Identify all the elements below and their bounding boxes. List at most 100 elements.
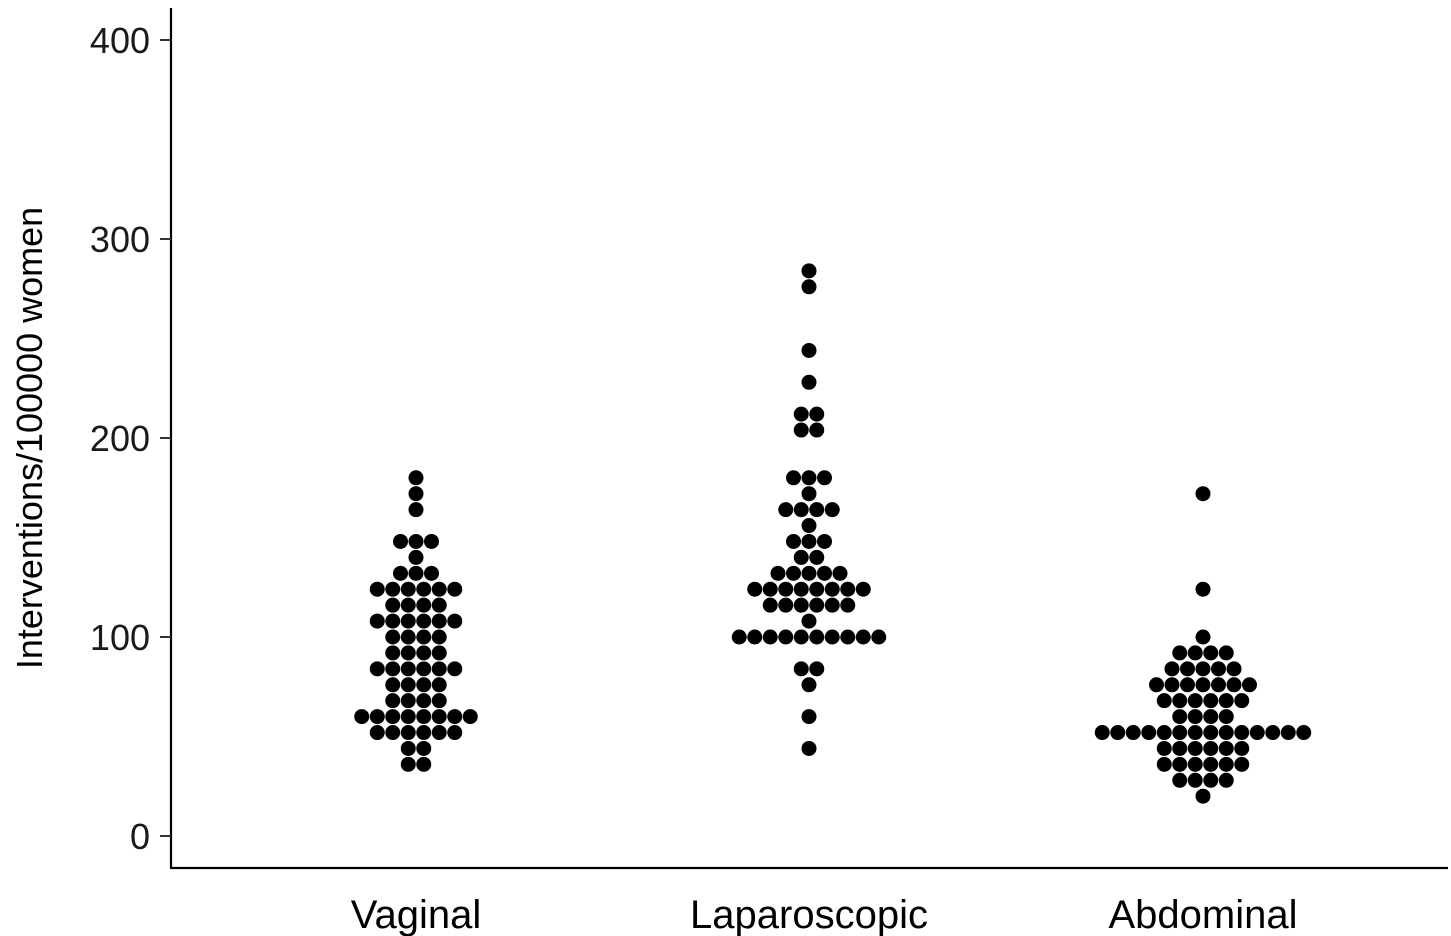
- data-point-vaginal: [369, 581, 385, 597]
- data-point-vaginal: [416, 629, 432, 645]
- data-point-vaginal: [393, 565, 408, 581]
- data-point-abdominal: [1156, 725, 1172, 741]
- data-point-vaginal: [369, 709, 385, 725]
- data-point-vaginal: [408, 565, 424, 581]
- data-point-vaginal: [447, 613, 463, 629]
- data-point-laparoscopic: [801, 486, 817, 502]
- data-point-abdominal: [1242, 677, 1257, 693]
- y-tick-label: 200: [90, 418, 150, 459]
- data-point-vaginal: [431, 645, 447, 661]
- data-point-laparoscopic: [793, 502, 809, 518]
- data-point-abdominal: [1110, 725, 1126, 741]
- data-point-laparoscopic: [809, 406, 825, 422]
- data-point-vaginal: [416, 645, 432, 661]
- data-point-abdominal: [1203, 725, 1219, 741]
- data-point-abdominal: [1195, 661, 1211, 677]
- data-point-vaginal: [431, 709, 447, 725]
- data-point-abdominal: [1218, 772, 1234, 788]
- data-point-vaginal: [400, 756, 416, 772]
- data-point-abdominal: [1164, 677, 1180, 693]
- data-point-abdominal: [1203, 645, 1219, 661]
- data-point-vaginal: [431, 677, 447, 693]
- data-point-laparoscopic: [801, 342, 817, 358]
- data-point-laparoscopic: [793, 581, 809, 597]
- data-point-abdominal: [1172, 725, 1188, 741]
- data-point-vaginal: [424, 533, 439, 549]
- data-point-vaginal: [416, 740, 432, 756]
- data-point-vaginal: [431, 613, 447, 629]
- data-point-laparoscopic: [762, 629, 778, 645]
- data-point-abdominal: [1218, 693, 1234, 709]
- data-point-abdominal: [1218, 740, 1234, 756]
- data-point-abdominal: [1218, 725, 1234, 741]
- data-point-vaginal: [447, 725, 463, 741]
- data-point-abdominal: [1125, 725, 1141, 741]
- data-point-abdominal: [1172, 709, 1188, 725]
- data-point-vaginal: [416, 725, 432, 741]
- data-point-laparoscopic: [793, 422, 809, 438]
- data-point-abdominal: [1195, 677, 1211, 693]
- data-point-laparoscopic: [786, 470, 801, 486]
- data-point-vaginal: [447, 661, 463, 677]
- data-point-laparoscopic: [801, 470, 817, 486]
- data-point-vaginal: [385, 629, 401, 645]
- data-point-vaginal: [416, 613, 432, 629]
- data-point-laparoscopic: [747, 581, 763, 597]
- data-point-abdominal: [1172, 693, 1188, 709]
- data-point-laparoscopic: [817, 565, 832, 581]
- data-point-vaginal: [385, 677, 401, 693]
- y-tick-label: 400: [90, 20, 150, 61]
- data-point-laparoscopic: [793, 629, 809, 645]
- data-point-laparoscopic: [817, 470, 832, 486]
- data-point-laparoscopic: [801, 374, 817, 390]
- y-axis-ticks: 0 100 200 300 400: [90, 20, 171, 857]
- y-tick-label: 0: [130, 816, 150, 857]
- x-category-label: Abdominal: [1108, 893, 1297, 936]
- data-point-vaginal: [416, 661, 432, 677]
- data-point-vaginal: [416, 693, 432, 709]
- data-point-abdominal: [1249, 725, 1265, 741]
- data-point-abdominal: [1211, 677, 1226, 693]
- data-point-laparoscopic: [809, 502, 825, 518]
- data-point-vaginal: [424, 565, 439, 581]
- data-point-laparoscopic: [762, 581, 778, 597]
- data-point-laparoscopic: [801, 740, 817, 756]
- y-tick-label: 300: [90, 219, 150, 260]
- data-point-abdominal: [1180, 677, 1195, 693]
- data-point-vaginal: [400, 629, 416, 645]
- data-point-vaginal: [385, 645, 401, 661]
- data-point-laparoscopic: [801, 677, 817, 693]
- data-point-vaginal: [416, 597, 432, 613]
- data-point-vaginal: [369, 661, 385, 677]
- data-point-vaginal: [400, 709, 416, 725]
- data-point-vaginal: [416, 677, 432, 693]
- data-point-laparoscopic: [801, 518, 817, 534]
- data-point-laparoscopic: [793, 661, 809, 677]
- data-point-abdominal: [1164, 661, 1180, 677]
- data-point-abdominal: [1172, 756, 1188, 772]
- data-point-abdominal: [1156, 693, 1172, 709]
- data-point-abdominal: [1187, 756, 1203, 772]
- data-point-laparoscopic: [801, 279, 817, 295]
- data-point-abdominal: [1203, 709, 1219, 725]
- data-point-laparoscopic: [855, 629, 871, 645]
- data-point-abdominal: [1203, 772, 1219, 788]
- data-point-vaginal: [408, 502, 424, 518]
- data-point-vaginal: [431, 725, 447, 741]
- data-point-laparoscopic: [840, 629, 856, 645]
- y-axis-title: Interventions/100000 women: [9, 207, 50, 669]
- data-point-abdominal: [1195, 486, 1211, 502]
- data-point-abdominal: [1218, 756, 1234, 772]
- data-point-vaginal: [385, 725, 401, 741]
- x-category-label: Vaginal: [351, 893, 481, 936]
- data-point-laparoscopic: [809, 661, 825, 677]
- data-point-laparoscopic: [840, 597, 856, 613]
- data-point-laparoscopic: [855, 581, 871, 597]
- x-category-label: Laparoscopic: [690, 893, 928, 936]
- data-point-abdominal: [1156, 740, 1172, 756]
- data-point-abdominal: [1156, 756, 1172, 772]
- data-point-abdominal: [1172, 772, 1188, 788]
- data-point-laparoscopic: [824, 581, 840, 597]
- data-point-vaginal: [393, 533, 408, 549]
